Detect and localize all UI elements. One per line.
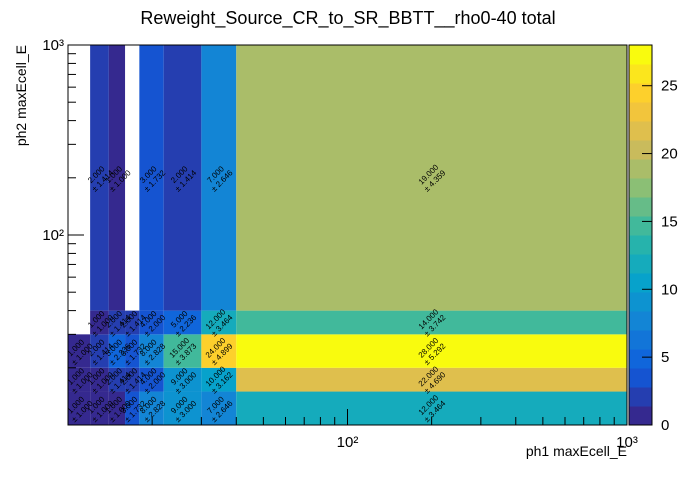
palette-band [629,311,652,331]
y-tick-label: 10² [42,227,64,244]
palette-band [629,216,652,236]
z-tick-label: 0 [661,417,669,434]
x-tick-label: 10³ [616,434,638,451]
cell [139,391,164,425]
x-axis-label: ph1 maxEcell_E [526,443,627,459]
cell [108,45,126,311]
cell [236,367,628,392]
cell [108,334,126,368]
y-tick-label: 10³ [42,37,64,54]
cell [139,45,164,311]
chart-title: Reweight_Source_CR_to_SR_BBTT__rho0-40 t… [140,8,555,29]
palette-band [629,45,652,65]
cell [163,45,202,311]
cell [163,391,202,425]
palette-band [629,83,652,103]
palette-band [629,64,652,84]
cell [139,334,164,368]
palette-band [629,406,652,426]
cell [236,310,628,335]
palette-band [629,387,652,407]
cell [108,367,126,392]
palette-band [629,273,652,293]
palette-band [629,368,652,388]
palette-band [629,349,652,369]
cell [163,334,202,368]
cell [125,310,140,335]
cell [201,367,237,392]
z-tick-label: 15 [661,213,678,230]
palette-band [629,102,652,122]
cell [201,45,237,311]
palette-band [629,254,652,274]
cell [68,367,91,392]
palette-band [629,140,652,160]
cell [139,367,164,392]
cell [90,45,109,311]
cell [163,367,202,392]
y-axis-label: ph2 maxEcell_E [13,45,29,146]
cell [108,391,126,425]
cell [90,310,109,335]
palette-band [629,178,652,198]
cell [125,391,140,425]
cell [201,310,237,335]
cell [90,367,109,392]
cell [68,334,91,368]
z-tick-label: 10 [661,281,678,298]
palette-frame [628,44,653,426]
cell [90,391,109,425]
z-tick-label: 25 [661,78,678,95]
cell [201,391,237,425]
palette-band [629,235,652,255]
cell [68,391,91,425]
cell [163,310,202,335]
palette-band [629,121,652,141]
x-tick-label: 10² [337,434,359,451]
z-tick-label: 20 [661,146,678,163]
cell [236,45,628,311]
palette-band [629,292,652,312]
cell [108,310,126,335]
cell [236,334,628,368]
cell [125,334,140,368]
cell [125,367,140,392]
cell [139,310,164,335]
cell [201,334,237,368]
palette-band [629,159,652,179]
palette-band [629,330,652,350]
z-tick-label: 5 [661,349,669,366]
palette-band [629,197,652,217]
cell [90,334,109,368]
